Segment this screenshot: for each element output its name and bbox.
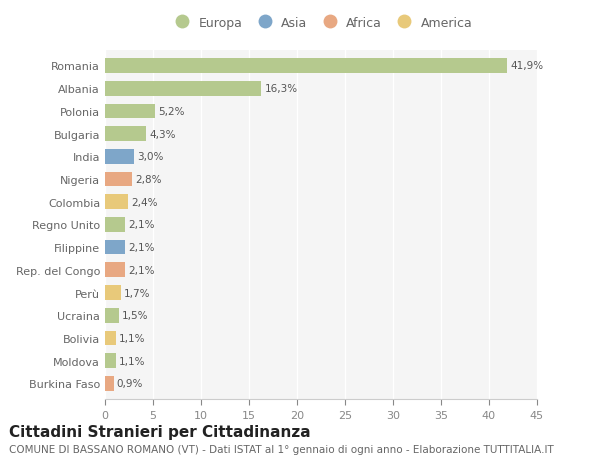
Text: 2,1%: 2,1% — [128, 220, 155, 230]
Bar — [105, 172, 132, 187]
Text: 41,9%: 41,9% — [510, 62, 543, 71]
Text: 2,4%: 2,4% — [131, 197, 157, 207]
Text: COMUNE DI BASSANO ROMANO (VT) - Dati ISTAT al 1° gennaio di ogni anno - Elaboraz: COMUNE DI BASSANO ROMANO (VT) - Dati IST… — [9, 444, 554, 454]
Text: 2,1%: 2,1% — [128, 242, 155, 252]
Text: 3,0%: 3,0% — [137, 152, 163, 162]
Text: 4,3%: 4,3% — [149, 129, 176, 139]
Text: 5,2%: 5,2% — [158, 106, 184, 117]
Text: 1,1%: 1,1% — [118, 356, 145, 366]
Text: 1,7%: 1,7% — [124, 288, 151, 298]
Bar — [105, 353, 116, 368]
Bar — [105, 376, 113, 391]
Bar — [105, 127, 146, 142]
Bar — [105, 150, 134, 164]
Bar — [105, 82, 262, 96]
Text: 1,1%: 1,1% — [118, 333, 145, 343]
Bar — [105, 308, 119, 323]
Legend: Europa, Asia, Africa, America: Europa, Asia, Africa, America — [170, 17, 472, 29]
Text: 16,3%: 16,3% — [265, 84, 298, 94]
Text: 0,9%: 0,9% — [116, 379, 143, 388]
Bar — [105, 263, 125, 278]
Text: 2,1%: 2,1% — [128, 265, 155, 275]
Text: 2,8%: 2,8% — [135, 174, 161, 185]
Bar — [105, 195, 128, 210]
Bar — [105, 240, 125, 255]
Bar — [105, 59, 507, 74]
Bar — [105, 104, 155, 119]
Bar — [105, 285, 121, 300]
Text: Cittadini Stranieri per Cittadinanza: Cittadini Stranieri per Cittadinanza — [9, 425, 311, 440]
Text: 1,5%: 1,5% — [122, 311, 149, 320]
Bar — [105, 331, 116, 346]
Bar — [105, 218, 125, 232]
